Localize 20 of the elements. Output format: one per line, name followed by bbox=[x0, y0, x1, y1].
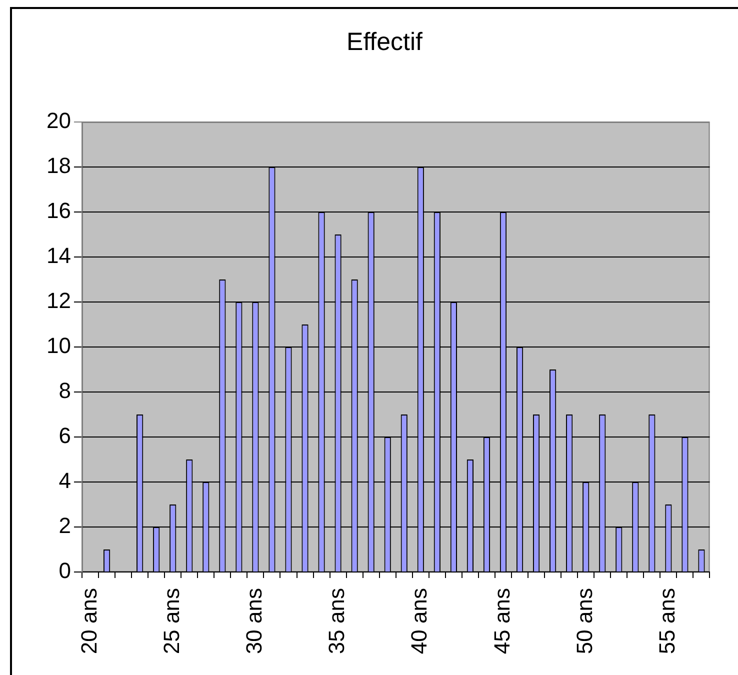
x-tick-label: 35 ans bbox=[324, 588, 350, 654]
y-tick-label: 20 bbox=[46, 108, 71, 134]
x-tick-label: 45 ans bbox=[489, 588, 514, 654]
y-tick-label: 6 bbox=[58, 423, 71, 448]
x-tick-label: 20 ans bbox=[76, 588, 102, 654]
y-tick-label: 10 bbox=[46, 333, 71, 358]
x-tick-label: 30 ans bbox=[242, 588, 267, 654]
y-tick-label: 4 bbox=[58, 468, 71, 494]
y-tick-label: 0 bbox=[58, 558, 71, 584]
y-tick-label: 18 bbox=[46, 153, 71, 178]
x-tick-label: 25 ans bbox=[158, 588, 184, 654]
x-tick-label: 55 ans bbox=[654, 588, 680, 654]
y-tick-label: 8 bbox=[58, 378, 71, 404]
chart-title: Effectif bbox=[346, 28, 423, 56]
y-tick-label: 14 bbox=[46, 243, 71, 268]
y-tick-label: 16 bbox=[46, 198, 71, 224]
x-tick-label: 40 ans bbox=[406, 588, 432, 654]
y-tick-label: 2 bbox=[58, 513, 71, 538]
y-tick-label: 12 bbox=[46, 288, 71, 314]
x-tick-label: 50 ans bbox=[572, 588, 597, 654]
